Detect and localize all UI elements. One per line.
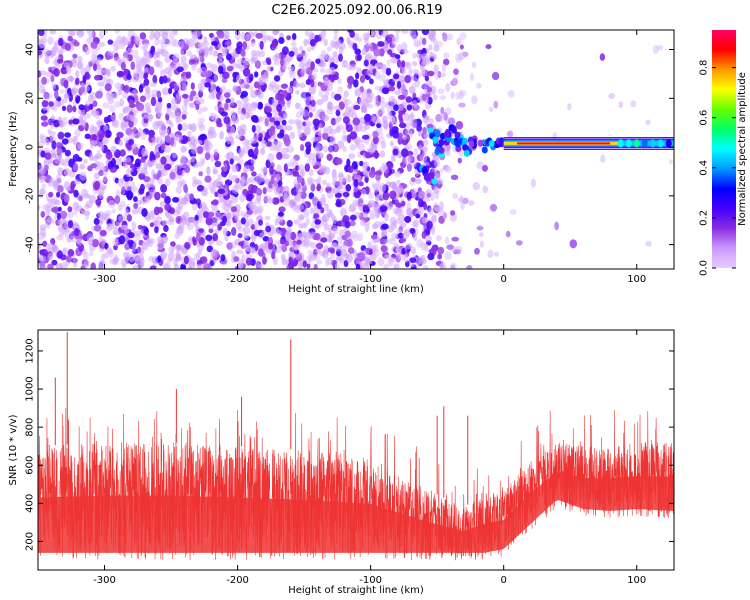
spectrogram-ytick-label: -20 [25, 188, 36, 204]
snr-xlabel: Height of straight line (km) [288, 585, 424, 596]
snr-xtick-label: -100 [359, 575, 382, 586]
figure-title: C2E6.2025.092.00.06.R19 [271, 3, 442, 18]
spectrogram-ytick-label: 40 [25, 43, 36, 56]
colorbar-tick-label: 0.2 [699, 210, 710, 226]
colorbar: 0.0 0.2 0.4 0.6 0.8 Normalized spectral ampl… [699, 30, 748, 276]
spectrogram-frame [37, 29, 675, 270]
spectrogram-ytick-label: 20 [25, 92, 36, 105]
colorbar-gradient [712, 30, 736, 268]
spectrogram-xtick-label: -200 [226, 274, 249, 285]
spectrogram-xtick-label: 100 [627, 274, 646, 285]
snr-ytick-label: 200 [25, 532, 36, 551]
snr-spikes [54, 331, 469, 505]
snr-xtick-label: -200 [226, 575, 249, 586]
spectrogram-ytick-label: -40 [25, 236, 36, 252]
snr-xtick-label: 0 [501, 575, 507, 586]
snr-ytick-label: 800 [25, 418, 36, 437]
spectrogram-xtick-label: -100 [359, 274, 382, 285]
snr-xtick-label: 100 [627, 575, 646, 586]
colorbar-label: Normalized spectral amplitude [737, 72, 748, 226]
snr-ticks: -300 -200 -100 0 100 200 400 600 800 1000 1200 [25, 330, 674, 586]
spectrogram-heatmap [38, 30, 674, 269]
snr-panel: -300 -200 -100 0 100 200 400 600 800 1000 1200 Hei… [8, 329, 675, 596]
colorbar-tick-label: 0.4 [699, 160, 710, 176]
colorbar-ticks: 0.0 0.2 0.4 0.6 0.8 [699, 60, 736, 276]
spectrogram-xtick-label: -300 [93, 274, 116, 285]
spectrogram-xlabel: Height of straight line (km) [288, 284, 424, 295]
snr-ytick-label: 1000 [25, 376, 36, 401]
snr-ylabel: SNR (10 * v/v) [8, 414, 19, 485]
colorbar-tick-label: 0.6 [699, 110, 710, 126]
snr-xtick-label: -300 [93, 575, 116, 586]
snr-ytick-label: 600 [25, 456, 36, 475]
colorbar-tick-label: 0.0 [699, 260, 710, 276]
colorbar-tick-label: 0.8 [699, 60, 710, 76]
spectrogram-xtick-label: 0 [501, 274, 507, 285]
snr-ytick-label: 400 [25, 494, 36, 513]
spectrogram-ylabel: Frequency (Hz) [8, 111, 19, 187]
snr-frame [37, 329, 675, 571]
snr-ytick-label: 1200 [25, 338, 36, 363]
snr-series-line [38, 407, 674, 561]
spectrogram-ytick-label: 0 [25, 144, 36, 150]
